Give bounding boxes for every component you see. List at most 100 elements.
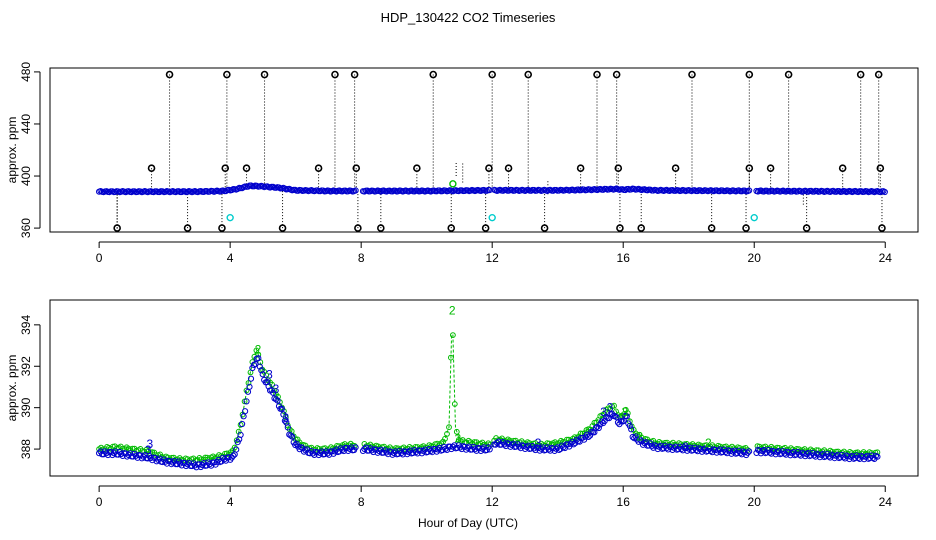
spike-point (223, 70, 231, 79)
series-3-point (595, 424, 602, 432)
spike-point (354, 224, 362, 232)
baseline-point (275, 184, 283, 191)
cyan-point (488, 213, 496, 222)
series-3-point (581, 436, 588, 443)
series-3-point (632, 433, 639, 440)
series-3-point (107, 449, 115, 456)
series-3-point (270, 389, 277, 396)
series-3-point (648, 443, 656, 450)
top-x-axis: 0 4 8 12 16 20 24 (96, 241, 892, 265)
spike-point (802, 224, 811, 232)
point-label: 2 (255, 343, 262, 357)
series-3-point (284, 424, 291, 431)
y-tick-label: 394 (19, 315, 33, 335)
x-tick-label: 4 (227, 495, 234, 509)
series-3-point (278, 405, 285, 412)
series-3-point (346, 445, 353, 452)
series-3-point (628, 426, 635, 433)
series-3-point (274, 397, 281, 404)
series-2-point (245, 380, 252, 386)
series-3-point (530, 445, 538, 452)
x-tick-label: 8 (358, 495, 365, 509)
point-label: 3 (600, 405, 607, 419)
series-3-point (272, 396, 280, 403)
point-label: 3 (282, 411, 289, 425)
top-panel: 0 4 8 12 16 20 24 360 400 440 480 approx. ppm (5, 62, 919, 265)
y-tick-label: 390 (19, 397, 33, 417)
x-tick-label: 16 (617, 495, 631, 509)
series-3-point (737, 450, 744, 457)
spike-point (874, 70, 883, 79)
series-3-point (249, 364, 256, 372)
series-3-point (614, 419, 622, 426)
spike-point (616, 224, 624, 232)
y-tick-label: 400 (19, 166, 33, 186)
spike-point (745, 164, 754, 173)
series-3-point (103, 450, 110, 457)
cyan-point (226, 213, 234, 222)
point-label: 2 (636, 430, 643, 444)
baseline-point (292, 186, 299, 193)
series-3-point (486, 446, 493, 453)
series-3-point (265, 383, 272, 390)
series-3-point (246, 383, 253, 390)
series-3-point (395, 450, 402, 457)
series-3-point (449, 443, 456, 450)
spike-point (614, 164, 623, 173)
baseline-point (881, 188, 888, 196)
series-3-point (598, 418, 605, 425)
x-axis-label: Hour of Day (UTC) (418, 516, 518, 530)
y-tick-label: 392 (19, 356, 33, 376)
series-2-point (444, 431, 450, 437)
series-2-point (874, 449, 881, 456)
y-tick-label: 388 (19, 439, 33, 459)
series-3-point (570, 441, 577, 448)
series-2-point (446, 424, 452, 431)
series-3-point (336, 448, 343, 455)
point-label: 3 (535, 436, 542, 450)
series-3-point (298, 444, 305, 451)
series-2-point (263, 372, 270, 379)
spike-point (377, 224, 385, 232)
green-point (449, 180, 457, 188)
spike-point (612, 70, 621, 79)
x-tick-label: 16 (617, 251, 631, 265)
point-label: 3 (145, 443, 152, 457)
baseline-point (270, 183, 277, 190)
spike-point (671, 164, 680, 173)
series-3-point (501, 441, 508, 448)
series-2-point (611, 402, 617, 409)
series-3-point (280, 411, 287, 418)
point-label: 3 (682, 440, 689, 454)
spike-point (540, 224, 549, 232)
x-tick-label: 12 (486, 251, 500, 265)
x-tick-label: 24 (879, 495, 893, 509)
series-3-point (281, 417, 288, 424)
top-plot-area (96, 70, 888, 232)
baseline-point (352, 187, 359, 194)
x-tick-label: 4 (227, 251, 234, 265)
spike-point (413, 164, 421, 173)
bottom-y-axis-label: approx. ppm (5, 355, 19, 422)
series-3-point (239, 420, 246, 428)
series-3-point (317, 450, 324, 457)
series-3-point (746, 448, 753, 455)
bottom-y-axis: 388 390 392 394 (19, 315, 41, 459)
point-label: 3 (622, 405, 629, 419)
series-3-point (471, 446, 479, 453)
spike-point (260, 70, 269, 79)
spike-point (637, 224, 646, 232)
spike-point (242, 164, 251, 173)
baseline-point (222, 188, 229, 195)
series-2-point (448, 354, 454, 361)
spike-point (784, 70, 793, 79)
series-2-point (450, 332, 456, 339)
series-3-point (520, 442, 527, 450)
spike-point (165, 70, 174, 79)
spike-point (113, 224, 121, 232)
chart-title: HDP_130422 CO2 Timeseries (381, 10, 556, 25)
series-3-point (259, 371, 266, 378)
spike-point (485, 164, 493, 173)
x-tick-label: 0 (96, 495, 103, 509)
